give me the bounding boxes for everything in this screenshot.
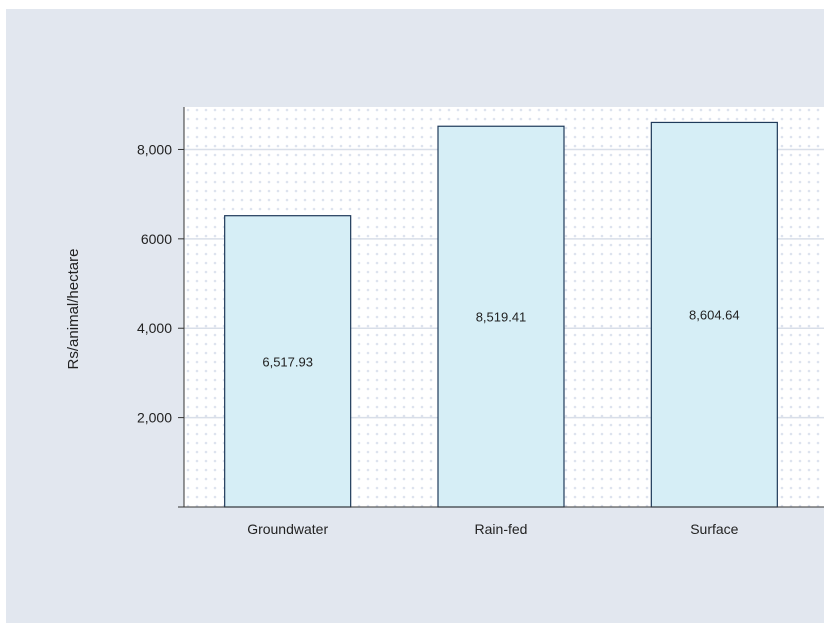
bar-value-label: 6,517.93 xyxy=(262,354,313,369)
x-tick-label: Groundwater xyxy=(247,521,328,537)
bar-groundwater xyxy=(224,215,352,508)
bars: 6,517.93 8,519.41 8,604.64 xyxy=(224,121,778,508)
bar-value-label: 8,519.41 xyxy=(476,310,527,325)
y-tick-label: 6000 xyxy=(141,231,172,247)
y-tick-label: 8,000 xyxy=(137,141,172,157)
bar-rain-fed xyxy=(437,125,565,508)
x-tick-label: Rain-fed xyxy=(475,521,528,537)
y-axis-title: Rs/animal/hectare xyxy=(65,249,82,370)
bar-value-label: 8,604.64 xyxy=(689,308,740,323)
y-ticks: 2,000 4,000 6000 8,000 xyxy=(137,141,184,426)
x-tick-label: Surface xyxy=(690,521,738,537)
y-tick-label: 2,000 xyxy=(137,410,172,426)
y-tick-label: 4,000 xyxy=(137,320,172,336)
x-ticks: Groundwater Rain-fed Surface xyxy=(247,521,738,537)
axes xyxy=(178,107,824,508)
chart-frame: 6,517.93 8,519.41 8,604.64 2,000 4,000 6000 8… xyxy=(6,9,824,623)
bar-chart: 6,517.93 8,519.41 8,604.64 2,000 4,000 6000 8… xyxy=(65,107,824,537)
